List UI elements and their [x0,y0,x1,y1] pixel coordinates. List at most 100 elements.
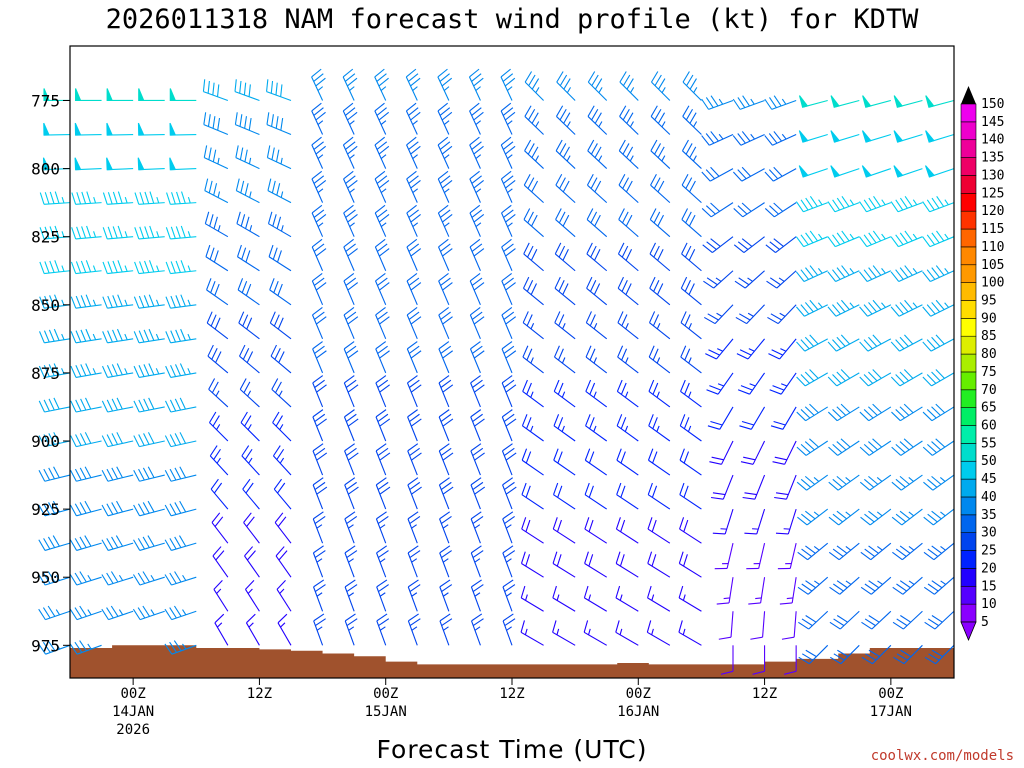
wind-barb [740,440,766,465]
y-tick-label: 875 [31,364,60,383]
wind-barb [239,344,260,374]
colorbar-swatch [960,425,977,444]
wind-barb [438,477,454,510]
wind-barb [556,71,576,101]
wind-barb [469,204,485,237]
wind-barb [522,345,544,374]
wind-barb [406,238,422,271]
wind-barb [781,611,797,640]
wind-barb [70,260,102,275]
wind-barb [859,334,892,352]
wind-barb [587,139,608,169]
wind-barb [521,482,544,510]
wind-barb [829,610,860,630]
wind-barb [133,328,165,344]
wind-barb [70,294,102,309]
wind-barb [703,270,734,289]
wind-barb [39,260,71,275]
wind-barb [133,363,165,378]
wind-barb [617,311,639,340]
wind-barb [469,170,484,203]
wind-barb [407,579,421,612]
wind-barb [617,276,639,306]
wind-barb [650,105,671,135]
colorbar-swatch [960,210,977,230]
wind-barb [437,68,453,101]
wind-barb [270,344,292,374]
wind-barb [209,445,229,476]
wind-barbs [38,68,955,675]
wind-barb [584,482,608,510]
wind-barb [797,542,829,561]
wind-barb [585,379,608,408]
wind-barb [374,68,389,101]
wind-barb [214,613,229,646]
wind-barb [106,88,134,102]
wind-barb [165,328,197,344]
wind-barb [524,105,544,135]
wind-barb [922,230,955,248]
x-tick-label: 2026 [116,722,150,738]
wind-barb [406,170,421,203]
wind-barb [615,620,639,646]
wind-barb [859,299,892,317]
wind-barb [798,95,828,108]
colorbar-swatch [960,193,977,212]
wind-barb [618,208,639,238]
wind-barb [38,500,71,517]
wind-barb [709,440,734,465]
wind-barb [827,265,860,282]
wind-barb [311,102,326,135]
wind-barb [439,545,452,578]
wind-barb [375,477,391,510]
wind-barb [682,71,702,101]
wind-barb [102,294,134,309]
wind-barb [520,551,544,578]
wind-barb [859,369,892,387]
colorbar-swatch [960,353,977,373]
wind-barb [470,409,485,442]
wind-barb [680,311,702,340]
wind-barb [70,432,102,448]
wind-barb [267,178,292,204]
wind-barb [861,610,892,630]
wind-barb [267,211,292,238]
wind-barb [469,341,485,374]
wind-barb [523,174,544,204]
wind-barb [828,438,860,456]
y-tick-label: 925 [31,500,60,519]
wind-barb [616,482,639,510]
wind-barb [923,474,955,491]
y-axis: 775 800 825 850 875 900 925 950 975 [31,91,70,655]
colorbar-swatch [960,282,977,301]
wind-barb [137,122,165,136]
wind-barb [552,551,576,578]
colorbar-label: 45 [981,472,997,487]
wind-barb [744,508,766,535]
wind-barb [165,260,197,275]
wind-barb [133,294,165,309]
wind-barb [206,278,229,306]
wind-barb [165,363,197,378]
wind-barb [648,414,671,442]
wind-barb [470,443,485,476]
wind-barb [860,576,892,595]
colorbar-bottom-arrow [960,621,977,642]
wind-barb [862,95,891,108]
wind-barb [830,95,860,108]
wind-barb [925,95,955,108]
wind-barb [552,517,576,544]
wind-barb [38,363,71,378]
wind-barb [501,204,516,237]
wind-barb [615,585,639,612]
wind-barb [374,136,390,169]
wind-barb [43,122,71,136]
x-tick-label: 14JAN [112,704,154,720]
wind-barb [718,611,734,640]
wind-barb [344,613,358,646]
wind-barb [586,276,608,306]
x-axis: 00Z 14JAN 2026 12Z 00Z 15JAN 12Z 00Z 16JAN 12Z 00Z… [112,678,912,738]
wind-barb [769,372,797,395]
wind-barb [733,202,765,218]
wind-barb [523,242,544,272]
